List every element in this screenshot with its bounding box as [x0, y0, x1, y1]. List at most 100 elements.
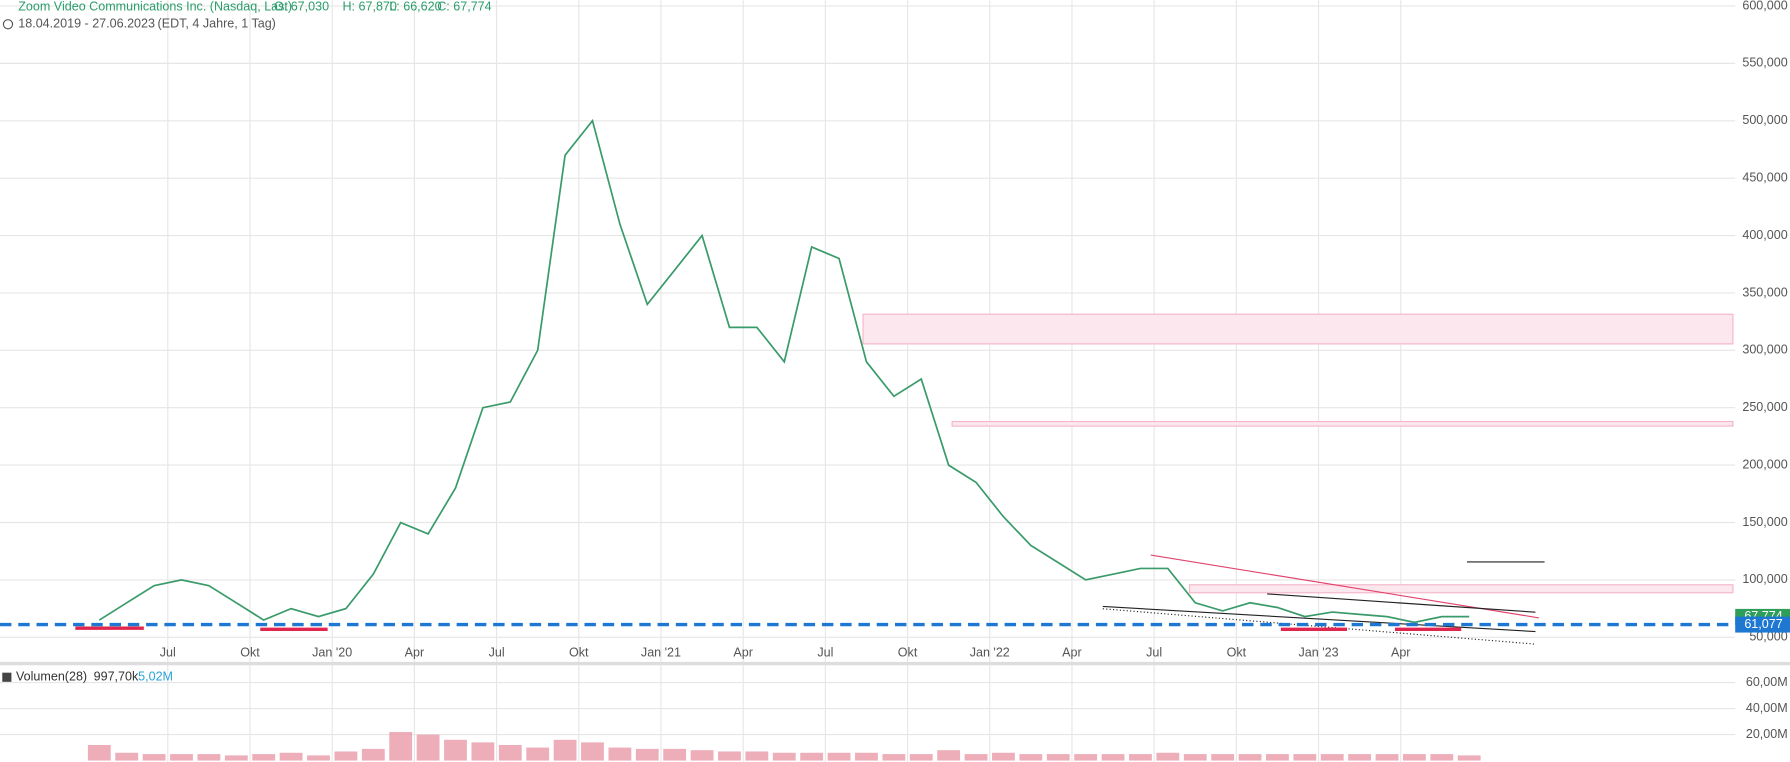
y-tick-label: 150,000 — [1742, 515, 1787, 529]
volume-bar — [1403, 754, 1426, 761]
volume-bar — [581, 742, 604, 761]
volume-bar — [416, 734, 440, 761]
low: L: 66,620 — [389, 0, 441, 13]
volume-bar — [197, 754, 221, 761]
trend-line — [1150, 554, 1539, 619]
x-tick-label: Apr — [733, 646, 753, 660]
volume-icon — [2, 672, 12, 682]
volume-bar — [1266, 754, 1289, 761]
support-marks — [75, 626, 1462, 632]
volume-value: 997,70k — [94, 670, 139, 684]
volume-bar — [909, 754, 933, 761]
y-tick-label: 450,000 — [1742, 170, 1787, 184]
trend-line — [1267, 593, 1536, 613]
volume-bar — [855, 752, 878, 761]
x-tick-label: Jan '20 — [312, 646, 352, 660]
x-tick-label: Jan '21 — [641, 646, 681, 660]
y-tick-label: 500,000 — [1742, 113, 1787, 127]
y-tick-label: 300,000 — [1742, 343, 1787, 357]
y-tick-label: 550,000 — [1742, 56, 1787, 70]
title: Zoom Video Communications Inc. (Nasdaq, … — [18, 0, 292, 13]
x-tick-label: Jan '22 — [970, 646, 1010, 660]
volume-bar — [663, 748, 687, 761]
volume-bar — [334, 751, 358, 761]
x-tick-label: Okt — [569, 646, 589, 660]
y-tick-label: 60,00M — [1746, 675, 1788, 689]
zone — [951, 420, 1734, 427]
y-tick-label: 20,00M — [1746, 727, 1788, 741]
trend-line — [1102, 605, 1536, 633]
y-tick-label: 400,000 — [1742, 228, 1787, 242]
x-tick-label: Jan '23 — [1298, 646, 1338, 660]
volume-bar — [1129, 754, 1152, 761]
y-tick-label: 40,00M — [1746, 701, 1788, 715]
volume-bar — [279, 752, 303, 761]
volume-bar — [882, 754, 906, 761]
zone — [862, 313, 1734, 345]
volume-bar — [1074, 754, 1098, 761]
x-tick-label: Jul — [1146, 646, 1162, 660]
volume-bar — [1211, 754, 1235, 761]
volume-bar — [1183, 754, 1207, 761]
y-tick-label: 600,000 — [1742, 0, 1787, 12]
y-tick-label: 250,000 — [1742, 400, 1787, 414]
close: C: 67,774 — [437, 0, 491, 13]
volume-bar — [718, 751, 741, 761]
volume-bar — [444, 739, 467, 761]
price-line — [98, 118, 1470, 624]
volume-bar — [827, 752, 851, 761]
x-tick-label: Jul — [160, 646, 176, 660]
trend-line — [1102, 608, 1536, 645]
open: O: 67,030 — [274, 0, 329, 13]
reference-label: 61,077 — [1744, 617, 1782, 631]
high: H: 67,870 — [342, 0, 396, 13]
x-tick-label: Apr — [1391, 646, 1411, 660]
volume-bar — [170, 754, 193, 761]
volume-bar — [553, 739, 577, 761]
zone — [1188, 584, 1734, 594]
volume-bar — [1019, 754, 1043, 761]
volume-bar — [1348, 754, 1372, 761]
clock-icon — [2, 19, 14, 30]
x-tick-label: Jul — [817, 646, 833, 660]
volume-bar — [608, 747, 632, 761]
period: (EDT, 4 Jahre, 1 Tag) — [158, 17, 276, 31]
volume-bar — [992, 752, 1015, 761]
grid — [0, 0, 1736, 762]
y-tick-label: 100,000 — [1742, 572, 1787, 586]
x-tick-label: Apr — [405, 646, 425, 660]
volume-bar — [1457, 755, 1481, 761]
volume-bar — [361, 748, 385, 761]
volume-bar — [1375, 754, 1399, 761]
volume-bar — [224, 755, 248, 761]
volume-bar — [1238, 754, 1262, 761]
y-tick-label: 200,000 — [1742, 457, 1787, 471]
x-tick-label: Apr — [1062, 646, 1082, 660]
volume-bar — [745, 751, 769, 761]
reference-badge — [1735, 616, 1790, 633]
volume-bar — [772, 752, 796, 761]
volume-bar — [389, 731, 413, 761]
volume-bar — [87, 744, 111, 761]
volume-bar — [1156, 752, 1180, 761]
x-tick-label: Okt — [240, 646, 260, 660]
volume-bar — [142, 754, 166, 761]
volume-bar — [1046, 754, 1070, 761]
volume-bar — [635, 748, 659, 761]
x-tick-label: Okt — [1227, 646, 1247, 660]
volume-bar — [471, 742, 495, 761]
x-tick-label: Jul — [489, 646, 505, 660]
volume-bar — [800, 752, 824, 761]
volume-bar — [115, 752, 139, 761]
volume-bar — [964, 754, 988, 761]
volume-bar — [1101, 754, 1125, 761]
date-range: 18.04.2019 - 27.06.2023 — [18, 17, 155, 31]
volume-ma: 5,02M — [138, 670, 173, 684]
volume-bar — [1293, 754, 1317, 761]
x-tick-label: Okt — [898, 646, 918, 660]
volume-bar — [1320, 754, 1344, 761]
volume-bar — [252, 754, 276, 761]
y-tick-label: 50,000 — [1749, 630, 1787, 644]
